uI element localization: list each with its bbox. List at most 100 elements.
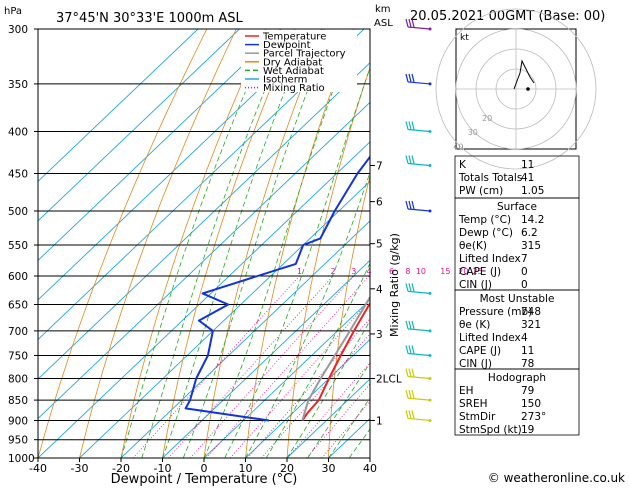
table-row-value: 748 [521,306,541,318]
mixing-ratio-label: 8 [405,267,410,276]
wind-barb-feather [406,345,408,353]
wind-barb-feather [406,201,408,209]
wind-barb-feather [406,19,408,27]
wind-barb-staff [408,398,430,400]
hodograph-ring-label: 40 [453,143,463,152]
wind-barb-feather [409,345,411,353]
table-row-label: θe(K) [459,240,487,252]
table-row-value: 0 [521,279,528,291]
wind-barb-staff [408,82,430,84]
wind-barb-staff [408,130,430,132]
mixing-ratio-label: 2 [331,267,336,276]
asl-label: ASL [374,18,393,29]
mixing-ratio-label: 15 [440,267,450,276]
wind-barb [406,321,432,333]
wind-barb [406,74,432,86]
wind-barb-dot [429,82,432,85]
wind-barb-staff [408,376,430,378]
pressure-axis: 3003504004505005506006507007508008509009… [8,24,38,465]
wind-barb-feather [406,155,408,163]
wind-barb-dot [429,399,432,402]
wind-barb-feather [406,390,408,398]
wind-barb-feather [406,122,408,130]
mixing-ratio-label: 1 [297,267,302,276]
table-row-value: 0 [521,266,528,278]
wind-barb-dot [429,28,432,31]
wind-barb-feather [409,390,411,398]
wind-barb [406,155,432,167]
wind-barb-staff [408,418,430,420]
wind-barb-dot [429,329,432,332]
km-label: km [375,4,391,15]
pressure-tick-label: 750 [8,351,28,363]
mixing-ratio-label: 4 [367,267,372,276]
wind-barb [406,122,432,134]
wind-barb-feather [412,283,414,291]
wind-barb-feather [409,122,411,130]
temperature-tick-label: -40 [29,462,47,475]
table-row-label: EH [459,385,474,397]
pressure-tick-label: 550 [8,240,28,252]
pressure-tick-label: 600 [8,271,28,283]
x-axis-label: Dewpoint / Temperature (°C) [111,472,298,486]
datetime-title: 20.05.2021 00GMT (Base: 00) [410,9,605,24]
table-row-label: CAPE (J) [459,266,501,278]
table-row-value: 315 [521,240,541,252]
wind-barb-feather [412,201,414,209]
table-row-label: Totals Totals [458,172,522,184]
pressure-tick-label: 350 [8,79,28,91]
wind-barb-dot [429,130,432,133]
wind-barbs [406,19,432,422]
pressure-tick-label: 900 [8,416,28,428]
wind-barb-dot [429,377,432,380]
dry-adiabat-line [600,29,620,458]
pressure-tick-label: 500 [8,206,28,218]
wind-barb [406,345,432,357]
table-row-label: Dewp (°C) [459,227,513,239]
pressure-tick-label: 700 [8,326,28,338]
wind-barb-feather [406,410,408,418]
legend-entry: Mixing Ratio [263,83,325,94]
table-row-label: θe (K) [459,319,490,331]
km-tick-label: 6 [376,197,383,209]
table-row-label: CIN (J) [459,358,492,370]
mixing-ratio-axis-label: Mixing Ratio (g/kg) [388,233,401,337]
km-tick-label: 2LCL [376,373,402,385]
table-row-label: Lifted Index [459,253,521,265]
pressure-tick-label: 650 [8,300,28,312]
hodograph-ring-label: 30 [468,128,478,137]
table-row-label: CAPE (J) [459,345,501,357]
temperature-tick-label: 40 [363,462,377,475]
wind-barb-feather [412,74,414,82]
wind-barb [406,201,432,213]
table-row-value: 11 [521,345,534,357]
storm-motion-point [526,87,530,91]
temperature-tick-label: -30 [71,462,89,475]
location-title: 37°45'N 30°33'E 1000m ASL [56,11,244,26]
hodograph-ring-label: 20 [482,114,492,123]
wind-barb-dot [429,210,432,213]
table-section-title: Surface [497,201,537,213]
table-row-value: 150 [521,398,541,410]
table-row-label: SREH [459,398,488,410]
table-row-value: 321 [521,319,541,331]
wind-barb-feather [412,122,414,130]
table-row-label: K [459,159,467,171]
km-tick-label: 1 [376,415,383,427]
wind-barb [406,368,432,380]
wind-barb-feather [412,321,414,329]
pressure-tick-label: 300 [8,24,28,36]
table-row-value: 41 [521,172,534,184]
temperature-tick-label: 30 [322,462,336,475]
wind-barb-feather [409,155,411,163]
table-row-label: CIN (J) [459,279,492,291]
table-row-value: 78 [521,358,534,370]
table-section-title: Hodograph [488,372,546,384]
wind-barb [406,283,432,295]
wind-barb-dot [429,164,432,167]
wind-barb-staff [408,291,430,293]
wind-barb-feather [409,74,411,82]
pressure-tick-label: 800 [8,374,28,386]
